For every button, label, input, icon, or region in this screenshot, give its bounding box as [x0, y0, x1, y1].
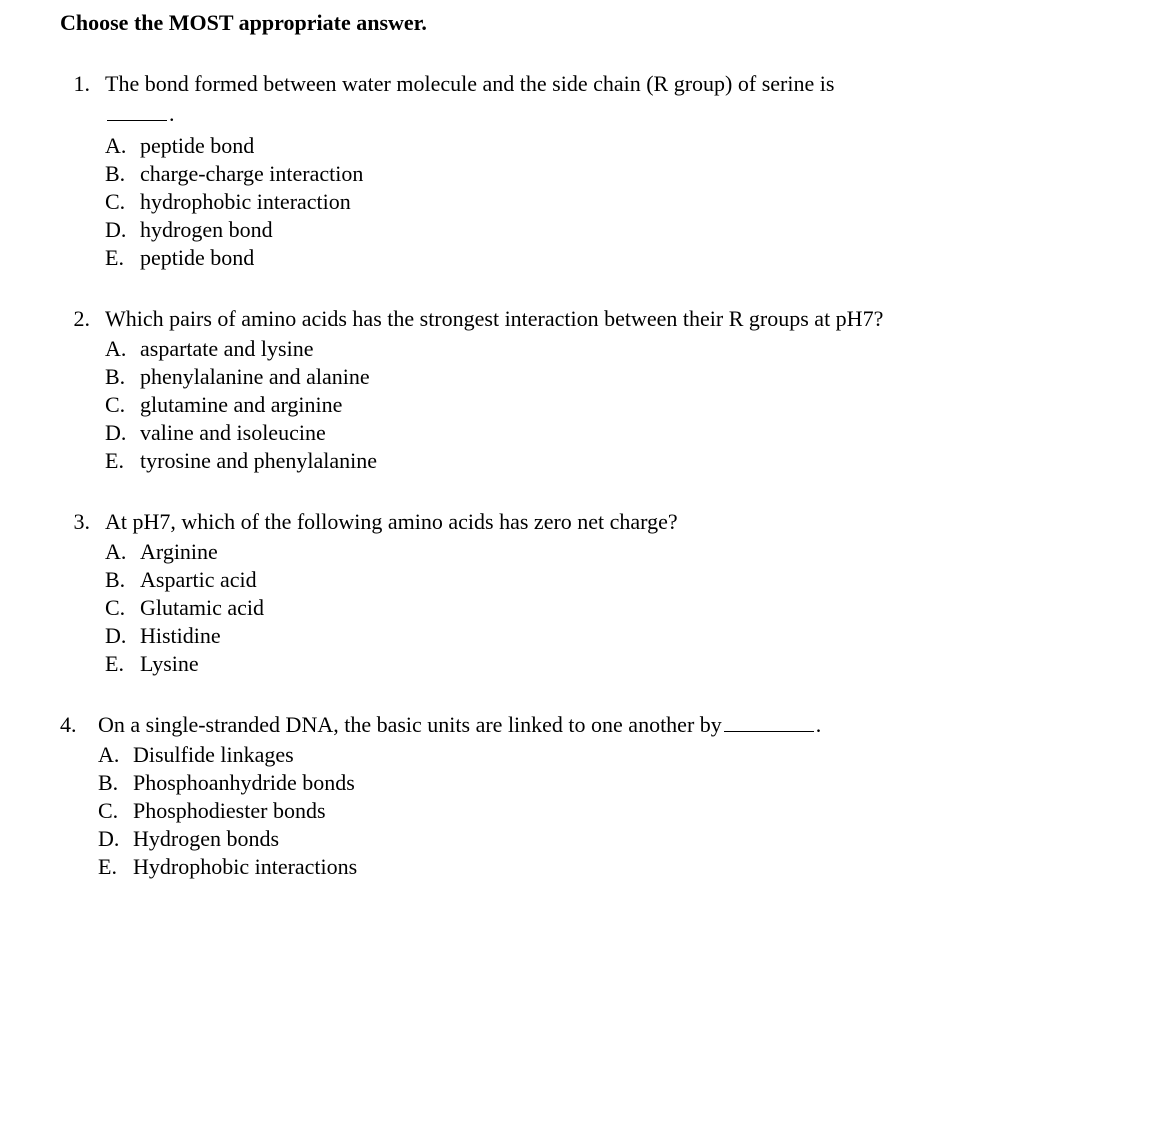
question-1-text: The bond formed between water molecule a… [105, 71, 1089, 97]
option-3d-text: Histidine [140, 623, 1089, 649]
option-4e: E.Hydrophobic interactions [98, 854, 1089, 880]
question-1-row: 1. The bond formed between water molecul… [60, 71, 1089, 97]
question-4-text-post: . [816, 712, 822, 737]
option-1b: B.charge-charge interaction [105, 161, 1089, 187]
option-4a-letter: A. [98, 742, 133, 768]
question-2-options: A.aspartate and lysine B.phenylalanine a… [105, 336, 1089, 474]
option-4b: B.Phosphoanhydride bonds [98, 770, 1089, 796]
option-1c-text: hydrophobic interaction [140, 189, 1089, 215]
option-1e: E.peptide bond [105, 245, 1089, 271]
option-2a: A.aspartate and lysine [105, 336, 1089, 362]
option-1b-letter: B. [105, 161, 140, 187]
option-3c-text: Glutamic acid [140, 595, 1089, 621]
question-2-row: 2. Which pairs of amino acids has the st… [60, 306, 1089, 332]
option-1c: C.hydrophobic interaction [105, 189, 1089, 215]
option-4c-letter: C. [98, 798, 133, 824]
option-3d: D.Histidine [105, 623, 1089, 649]
option-1a-text: peptide bond [140, 133, 1089, 159]
option-4c: C.Phosphodiester bonds [98, 798, 1089, 824]
option-4d-letter: D. [98, 826, 133, 852]
option-3c-letter: C. [105, 595, 140, 621]
option-3d-letter: D. [105, 623, 140, 649]
question-1-options: A.peptide bond B.charge-charge interacti… [105, 133, 1089, 271]
option-2d-text: valine and isoleucine [140, 420, 1089, 446]
option-3b-text: Aspartic acid [140, 567, 1089, 593]
option-2c-text: glutamine and arginine [140, 392, 1089, 418]
option-2b-text: phenylalanine and alanine [140, 364, 1089, 390]
option-2e-letter: E. [105, 448, 140, 474]
question-3-text: At pH7, which of the following amino aci… [105, 509, 1089, 535]
option-4b-text: Phosphoanhydride bonds [133, 770, 1089, 796]
option-2c-letter: C. [105, 392, 140, 418]
question-1-number: 1. [60, 71, 105, 97]
option-4a-text: Disulfide linkages [133, 742, 1089, 768]
question-3-row: 3. At pH7, which of the following amino … [60, 509, 1089, 535]
option-3e: E.Lysine [105, 651, 1089, 677]
question-4-text-pre: On a single-stranded DNA, the basic unit… [98, 712, 722, 737]
question-3-number: 3. [60, 509, 105, 535]
option-1e-letter: E. [105, 245, 140, 271]
option-1d-letter: D. [105, 217, 140, 243]
question-2-number: 2. [60, 306, 105, 332]
option-4e-letter: E. [98, 854, 133, 880]
option-2b-letter: B. [105, 364, 140, 390]
option-1d: D.hydrogen bond [105, 217, 1089, 243]
question-2: 2. Which pairs of amino acids has the st… [60, 306, 1089, 474]
option-3b: B.Aspartic acid [105, 567, 1089, 593]
question-1: 1. The bond formed between water molecul… [60, 71, 1089, 271]
option-4a: A.Disulfide linkages [98, 742, 1089, 768]
option-1a-letter: A. [105, 133, 140, 159]
option-2d-letter: D. [105, 420, 140, 446]
question-4-options: A.Disulfide linkages B.Phosphoanhydride … [98, 742, 1089, 880]
option-2d: D.valine and isoleucine [105, 420, 1089, 446]
option-1d-text: hydrogen bond [140, 217, 1089, 243]
option-1e-text: peptide bond [140, 245, 1089, 271]
option-2e-text: tyrosine and phenylalanine [140, 448, 1089, 474]
option-4d-text: Hydrogen bonds [133, 826, 1089, 852]
option-3a-text: Arginine [140, 539, 1089, 565]
option-3e-text: Lysine [140, 651, 1089, 677]
option-1a: A.peptide bond [105, 133, 1089, 159]
option-4b-letter: B. [98, 770, 133, 796]
question-4-text: On a single-stranded DNA, the basic unit… [98, 712, 1089, 738]
option-4c-text: Phosphodiester bonds [133, 798, 1089, 824]
question-3-options: A.Arginine B.Aspartic acid C.Glutamic ac… [105, 539, 1089, 677]
question-3: 3. At pH7, which of the following amino … [60, 509, 1089, 677]
option-3a: A.Arginine [105, 539, 1089, 565]
option-3a-letter: A. [105, 539, 140, 565]
question-1-blank: . [105, 101, 1089, 127]
page-header: Choose the MOST appropriate answer. [60, 10, 1089, 36]
question-4-row: 4. On a single-stranded DNA, the basic u… [60, 712, 1089, 738]
option-2c: C.glutamine and arginine [105, 392, 1089, 418]
option-1b-text: charge-charge interaction [140, 161, 1089, 187]
option-3b-letter: B. [105, 567, 140, 593]
option-3c: C.Glutamic acid [105, 595, 1089, 621]
option-1c-letter: C. [105, 189, 140, 215]
option-2e: E.tyrosine and phenylalanine [105, 448, 1089, 474]
option-2a-text: aspartate and lysine [140, 336, 1089, 362]
option-2a-letter: A. [105, 336, 140, 362]
option-4e-text: Hydrophobic interactions [133, 854, 1089, 880]
question-4-blank [724, 731, 814, 732]
question-4-number: 4. [60, 712, 98, 738]
question-2-text: Which pairs of amino acids has the stron… [105, 306, 1089, 332]
question-4: 4. On a single-stranded DNA, the basic u… [60, 712, 1089, 880]
option-2b: B.phenylalanine and alanine [105, 364, 1089, 390]
option-3e-letter: E. [105, 651, 140, 677]
option-4d: D.Hydrogen bonds [98, 826, 1089, 852]
